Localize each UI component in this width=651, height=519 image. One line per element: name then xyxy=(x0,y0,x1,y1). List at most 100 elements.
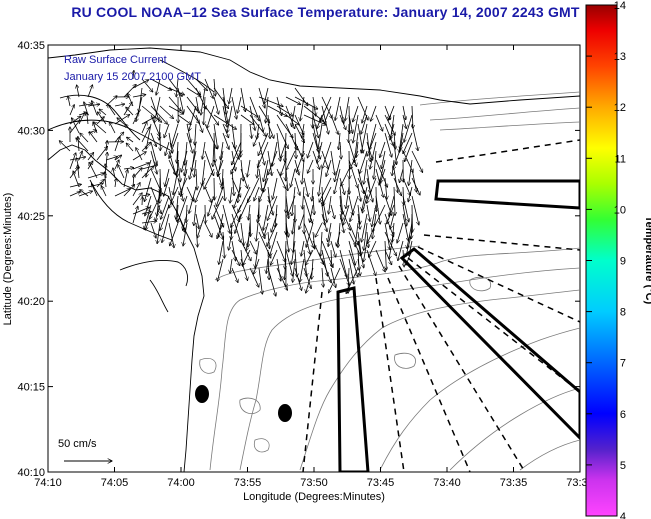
current-vector xyxy=(231,240,236,261)
current-vector xyxy=(242,249,251,266)
current-vector xyxy=(150,132,156,147)
colorbar-tick-label: 14 xyxy=(614,0,626,12)
current-vector xyxy=(313,195,314,215)
current-vector xyxy=(177,114,191,124)
current-vector xyxy=(177,141,178,163)
current-vector xyxy=(320,96,332,122)
surface-current-vectors xyxy=(59,70,422,296)
y-tick-label: 40:25 xyxy=(17,211,45,223)
current-vector xyxy=(372,204,386,232)
current-vector xyxy=(330,114,338,134)
current-vector xyxy=(384,195,392,215)
current-vector xyxy=(219,240,224,264)
current-vector xyxy=(213,96,219,114)
current-vector xyxy=(89,132,98,143)
current-vector xyxy=(397,222,404,243)
current-vector xyxy=(168,96,181,111)
current-vector xyxy=(77,85,80,98)
current-vector xyxy=(78,151,82,161)
current-vector xyxy=(271,213,278,232)
current-vector xyxy=(250,123,252,138)
current-vector xyxy=(195,213,199,229)
current-vector xyxy=(267,195,273,215)
current-vector xyxy=(258,141,269,168)
y-tick-label: 40:10 xyxy=(17,467,45,479)
current-vector xyxy=(114,160,119,170)
current-vector xyxy=(254,186,260,201)
current-vector xyxy=(393,177,401,196)
current-vector xyxy=(222,96,228,123)
current-vector xyxy=(346,186,350,209)
current-vector xyxy=(231,249,240,266)
current-vector xyxy=(276,96,282,116)
current-vector xyxy=(196,168,197,190)
current-vector xyxy=(381,150,386,169)
current-vector xyxy=(299,213,305,229)
current-vector xyxy=(357,186,361,201)
current-vector xyxy=(114,115,130,125)
current-vector xyxy=(334,168,341,194)
current-vector xyxy=(313,231,315,249)
current-vector xyxy=(300,258,305,282)
current-vector xyxy=(281,159,287,176)
current-vector xyxy=(89,162,98,179)
current-vector xyxy=(246,231,251,251)
current-vector xyxy=(267,123,274,138)
current-vector xyxy=(109,122,116,134)
current-vector xyxy=(141,122,147,134)
current-vector xyxy=(214,78,215,96)
current-vector xyxy=(169,186,179,208)
current-vector xyxy=(266,258,268,273)
current-vector xyxy=(186,132,193,153)
current-vector xyxy=(404,114,413,142)
current-vector xyxy=(93,122,107,134)
current-vector xyxy=(150,141,157,165)
colorbar-tick-label: 9 xyxy=(620,256,626,268)
current-vector xyxy=(69,184,81,188)
current-vector xyxy=(319,177,332,202)
current-vector xyxy=(402,105,406,120)
current-vector xyxy=(106,141,107,152)
colorbar-tick-label: 13 xyxy=(614,51,626,63)
current-vector xyxy=(294,114,304,135)
current-vector xyxy=(303,267,311,289)
current-vector xyxy=(349,105,350,134)
current-vector xyxy=(303,114,326,125)
current-vector xyxy=(384,114,395,135)
current-vector xyxy=(132,80,149,89)
current-vector xyxy=(306,267,314,293)
current-vector xyxy=(303,222,314,248)
current-vector xyxy=(217,222,224,239)
current-vector xyxy=(361,114,368,134)
y-tick-label: 40:15 xyxy=(17,382,45,394)
current-vector xyxy=(285,222,289,237)
current-vector xyxy=(249,114,266,136)
current-vector xyxy=(339,114,346,130)
current-vector xyxy=(133,174,134,188)
current-vector xyxy=(292,213,296,234)
current-vector xyxy=(176,195,179,219)
current-vector xyxy=(144,204,152,230)
current-vector xyxy=(353,105,359,122)
current-vector xyxy=(195,78,207,91)
current-vector xyxy=(258,114,263,132)
x-tick-label: 73:40 xyxy=(433,477,461,489)
current-vector xyxy=(240,114,254,125)
current-vector xyxy=(73,171,80,188)
current-vector xyxy=(189,105,197,131)
current-vector xyxy=(328,231,332,247)
current-vector xyxy=(150,150,157,174)
current-vector xyxy=(231,267,238,283)
current-vector xyxy=(348,114,353,133)
current-vector xyxy=(292,105,296,127)
current-vector xyxy=(249,96,259,121)
current-vector xyxy=(160,168,161,196)
current-vector xyxy=(407,222,413,249)
current-vector xyxy=(380,168,386,183)
current-vector xyxy=(285,96,301,105)
current-vector xyxy=(80,133,89,143)
current-vector xyxy=(293,258,296,282)
x-axis-ticks: 74:10 74:05 74:00 73:55 73:50 73:45 73:40 73:35… xyxy=(34,45,594,489)
current-vector xyxy=(222,204,230,233)
current-vector xyxy=(78,191,93,197)
